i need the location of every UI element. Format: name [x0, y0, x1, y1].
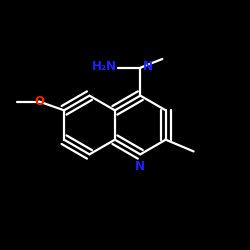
Text: N: N: [135, 160, 145, 173]
Text: H₂N: H₂N: [92, 60, 117, 73]
Text: O: O: [34, 95, 44, 108]
Text: N: N: [143, 60, 153, 73]
